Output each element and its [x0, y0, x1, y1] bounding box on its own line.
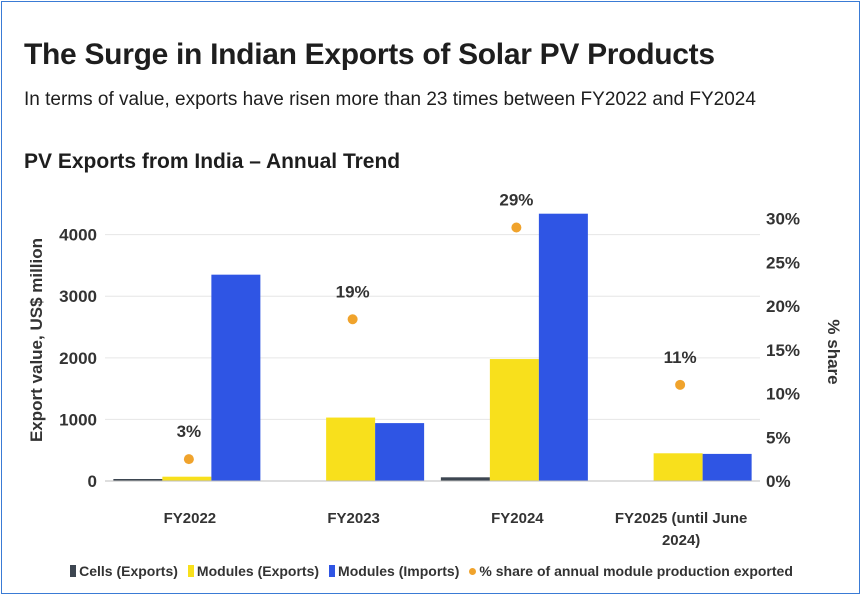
bar-cells-exports [440, 477, 490, 481]
y2-tick-label: 25% [766, 253, 800, 272]
legend-label-modules-imports: Modules (Imports) [338, 563, 460, 579]
x-tick-label: FY2024 [491, 510, 544, 527]
share-data-label: 19% [336, 282, 370, 301]
x-tick-label: FY2023 [327, 510, 380, 527]
page-title: The Surge in Indian Exports of Solar PV … [24, 38, 715, 71]
share-points: 3% 19% 29% 11% [177, 190, 697, 465]
bar-cells-exports [113, 479, 163, 481]
y-tick-label: 0 [88, 472, 97, 491]
bar-modules-imports [702, 453, 752, 481]
page-subtitle: In terms of value, exports have risen mo… [24, 89, 756, 110]
y-tick-label: 2000 [59, 349, 97, 368]
y2-tick-label: 5% [766, 428, 791, 447]
chart-title: PV Exports from India – Annual Trend [24, 150, 401, 173]
legend-label-share: % share of annual module production expo… [479, 563, 793, 579]
share-point [675, 379, 686, 390]
y2-tick-label: 0% [766, 472, 791, 491]
x-tick-label: 2024) [662, 532, 700, 549]
x-tick-label: FY2022 [164, 510, 217, 527]
legend-item-modules-exports: Modules (Exports) [187, 563, 320, 579]
gridlines [105, 234, 760, 482]
y-axis-label: Export value, US$ million [27, 238, 46, 442]
share-data-label: 29% [499, 190, 533, 209]
legend-item-cells: Cells (Exports) [70, 563, 178, 579]
y-tick-label: 1000 [59, 410, 97, 429]
legend-item-modules-imports: Modules (Imports) [329, 563, 459, 579]
axes: 0 1000 2000 3000 4000 0% 5% 10% 15% 20% 25% 30% FY20… [59, 210, 800, 549]
share-point [511, 222, 522, 233]
bar-modules-exports [326, 417, 376, 481]
bar-modules-exports [653, 453, 703, 481]
share-data-label: 11% [664, 348, 697, 367]
legend-item-share: % share of annual module production expo… [469, 563, 793, 579]
y2-tick-label: 30% [766, 210, 800, 229]
legend-swatch-modules-exports [187, 565, 194, 577]
share-point [183, 454, 194, 465]
share-point [347, 314, 358, 325]
y-tick-label: 4000 [59, 226, 97, 245]
legend-label-cells: Cells (Exports) [79, 563, 178, 579]
y2-tick-label: 15% [766, 341, 800, 360]
bar-modules-imports [211, 274, 261, 481]
x-tick-label: FY2025 (until June [615, 510, 748, 527]
share-data-label: 3% [177, 422, 202, 441]
legend-swatch-share [469, 567, 477, 575]
bar-modules-exports [489, 359, 539, 481]
bar-modules-exports [162, 476, 212, 481]
y2-tick-label: 20% [766, 297, 800, 316]
y-tick-label: 3000 [59, 287, 97, 306]
y2-axis-label: % share [824, 319, 843, 384]
y2-tick-label: 10% [766, 385, 800, 404]
legend-swatch-modules-imports [329, 565, 336, 577]
bar-modules-imports [538, 213, 588, 482]
chart-legend: Cells (Exports) Modules (Exports) Module… [0, 558, 863, 584]
bars [113, 213, 752, 482]
legend-label-modules-exports: Modules (Exports) [196, 563, 320, 579]
legend-swatch-cells [70, 565, 77, 577]
bar-modules-imports [375, 423, 425, 481]
